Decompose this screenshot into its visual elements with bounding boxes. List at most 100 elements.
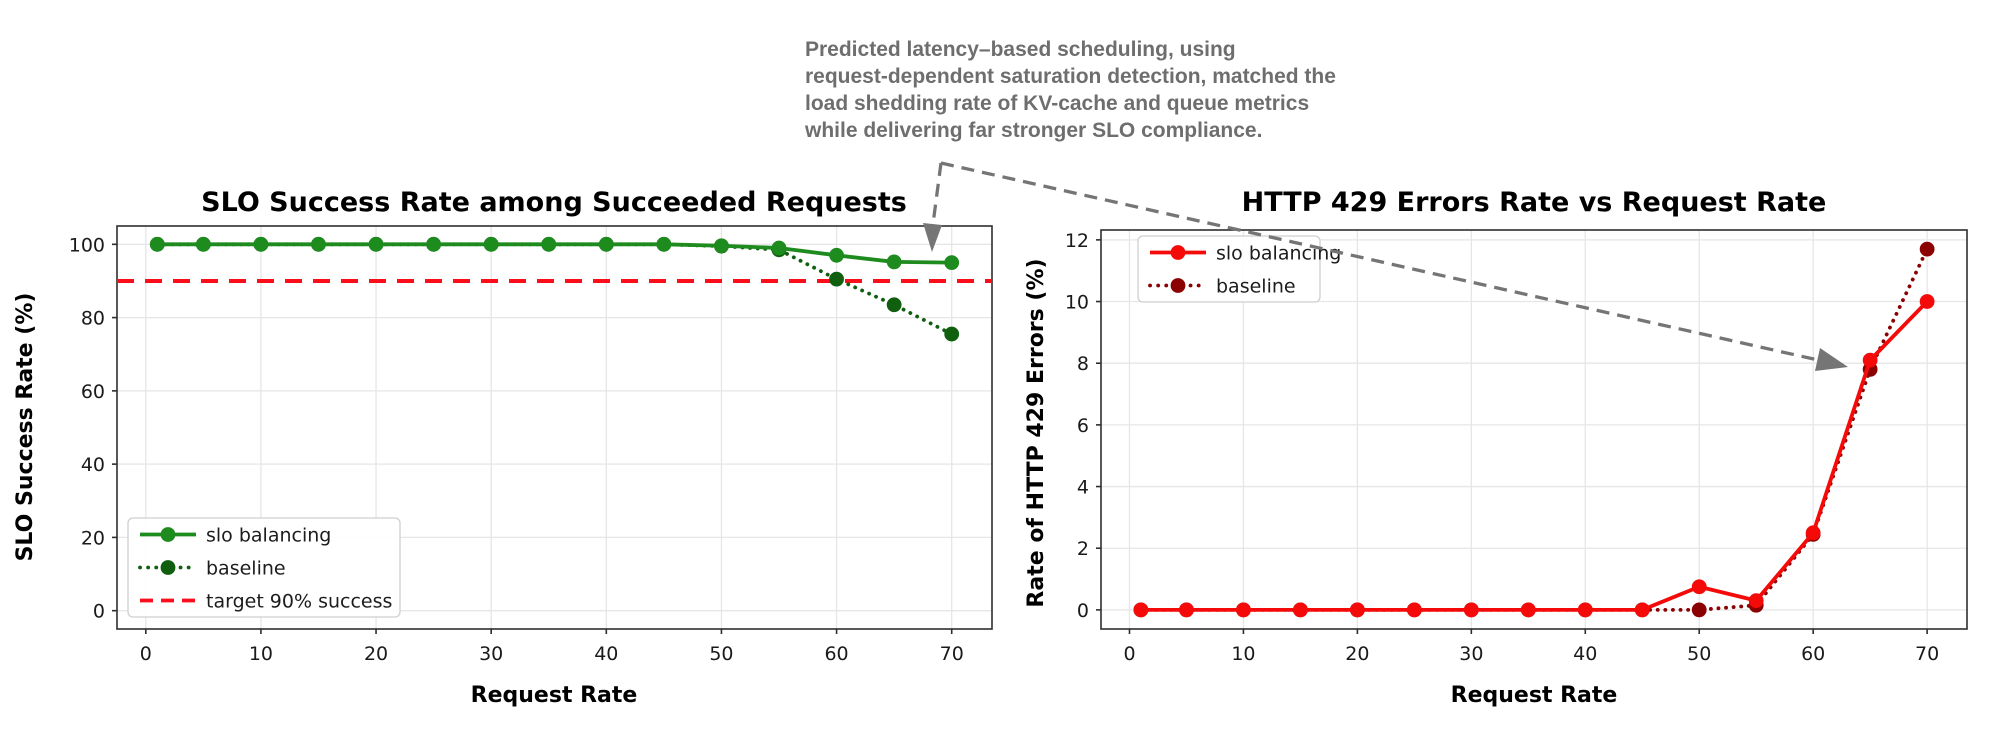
x-tick-label: 10: [1231, 643, 1255, 665]
x-tick-label: 60: [824, 643, 848, 665]
data-point-marker: [1805, 525, 1821, 541]
data-point-marker: [149, 236, 165, 252]
x-tick-label: 70: [940, 643, 964, 665]
data-point-marker: [195, 236, 211, 252]
legend: slo balancing baseline target 90% success: [127, 517, 401, 618]
annotation-line: load shedding rate of KV-cache and queue…: [805, 92, 1310, 115]
data-point-marker: [829, 271, 844, 287]
y-tick-label: 40: [81, 454, 105, 476]
y-tick-label: 6: [1077, 415, 1089, 437]
data-point-marker: [1463, 602, 1479, 618]
y-tick-label: 10: [1065, 292, 1089, 314]
data-point-marker: [1133, 602, 1149, 618]
y-tick-label: 100: [69, 234, 105, 256]
legend-entry-label: baseline: [206, 558, 286, 580]
chart-title: SLO Success Rate among Succeeded Request…: [201, 187, 907, 218]
data-point-marker: [541, 236, 557, 252]
left-chart: 0 10 20 30 40 50 60 70 0 20 40 60 80 100 SLO Success R…: [13, 187, 993, 708]
data-point-marker: [1520, 602, 1536, 618]
data-point-marker: [1748, 593, 1764, 609]
data-point-marker: [656, 236, 672, 252]
data-point-marker: [426, 236, 442, 252]
annotation-line: Predicted latency–based scheduling, usin…: [805, 38, 1236, 61]
data-point-marker: [598, 236, 614, 252]
x-tick-label: 10: [249, 643, 273, 665]
data-point-marker: [1634, 602, 1650, 618]
data-point-marker: [311, 236, 326, 252]
x-tick-label: 40: [1573, 643, 1597, 665]
annotation-arrowhead: [923, 223, 942, 252]
x-tick-label: 30: [479, 643, 503, 665]
legend-entry-label: slo balancing: [206, 525, 331, 547]
data-point-marker: [1691, 579, 1707, 595]
y-tick-label: 0: [1077, 600, 1089, 622]
annotation-arrowhead: [1815, 348, 1848, 371]
x-axis-label: Request Rate: [471, 683, 638, 708]
series-line-solid: [1140, 300, 1929, 612]
annotation-arrow-line: [931, 162, 943, 225]
legend-sample-marker: [160, 527, 176, 542]
x-tick-label: 0: [1123, 643, 1135, 665]
data-point-marker: [771, 240, 787, 256]
annotation-arrow-line: [940, 161, 1819, 362]
data-point-marker: [1179, 602, 1194, 618]
legend-entry-label: slo balancing: [1216, 243, 1341, 265]
chart-title: HTTP 429 Errors Rate vs Request Rate: [1242, 187, 1827, 218]
x-tick-label: 50: [709, 643, 733, 665]
data-point-marker: [1406, 602, 1422, 618]
data-point-marker: [1577, 602, 1593, 618]
plot-border: [1100, 229, 1968, 630]
y-tick-label: 2: [1077, 538, 1089, 560]
x-tick-label: 30: [1459, 643, 1483, 665]
data-point-marker: [944, 326, 960, 342]
x-tick-label: 40: [594, 643, 618, 665]
data-point-marker: [1691, 602, 1707, 618]
y-axis-label: Rate of HTTP 429 Errors (%): [1024, 258, 1049, 607]
legend-entry-label: target 90% success: [206, 591, 392, 613]
right-chart: 0 10 20 30 40 50 60 70 0 2 4 6 8 10 12 HTTP 429 Errors …: [1024, 187, 1968, 708]
annotation-arrows: [923, 161, 1848, 371]
data-point-marker: [886, 254, 902, 270]
y-tick-label: 12: [1065, 230, 1089, 252]
data-point-marker: [1919, 294, 1935, 309]
x-tick-label: 0: [140, 643, 152, 665]
legend: slo balancing baseline: [1137, 235, 1341, 303]
legend-sample-marker: [160, 560, 176, 575]
data-point-marker: [1862, 352, 1878, 368]
annotation-line: while delivering far stronger SLO compli…: [805, 119, 1263, 142]
y-tick-label: 80: [81, 308, 105, 330]
legend-sample-marker: [1170, 245, 1186, 260]
y-tick-label: 20: [81, 527, 105, 549]
x-tick-label: 50: [1687, 643, 1711, 665]
plot-border: [116, 225, 993, 630]
x-tick-label: 60: [1801, 643, 1825, 665]
data-point-marker: [483, 236, 499, 252]
legend-entry-label: baseline: [1216, 276, 1296, 298]
data-point-marker: [1919, 241, 1935, 257]
y-tick-label: 4: [1077, 477, 1089, 499]
x-tick-label: 70: [1915, 643, 1939, 665]
data-point-marker: [886, 297, 902, 313]
data-point-marker: [1349, 602, 1365, 618]
data-point-marker: [1293, 602, 1308, 618]
annotation-callout: Predicted latency–based scheduling, usin…: [805, 36, 1336, 144]
x-tick-label: 20: [364, 643, 388, 665]
series-line-dotted: [1138, 247, 1930, 612]
y-tick-label: 0: [93, 601, 105, 623]
y-tick-label: 8: [1077, 353, 1089, 375]
data-point-marker: [1236, 602, 1251, 618]
data-point-marker: [368, 236, 384, 252]
x-tick-label: 20: [1345, 643, 1369, 665]
data-point-marker: [944, 255, 960, 271]
legend-box: [127, 517, 401, 618]
data-point-marker: [714, 238, 729, 254]
legend-sample-marker: [1170, 278, 1186, 293]
annotation-line: request-dependent saturation detection, …: [805, 65, 1336, 88]
data-point-marker: [829, 247, 844, 263]
x-axis-label: Request Rate: [1451, 683, 1618, 708]
y-tick-label: 60: [81, 381, 105, 403]
y-axis-label: SLO Success Rate (%): [13, 293, 38, 562]
data-point-marker: [253, 236, 269, 252]
